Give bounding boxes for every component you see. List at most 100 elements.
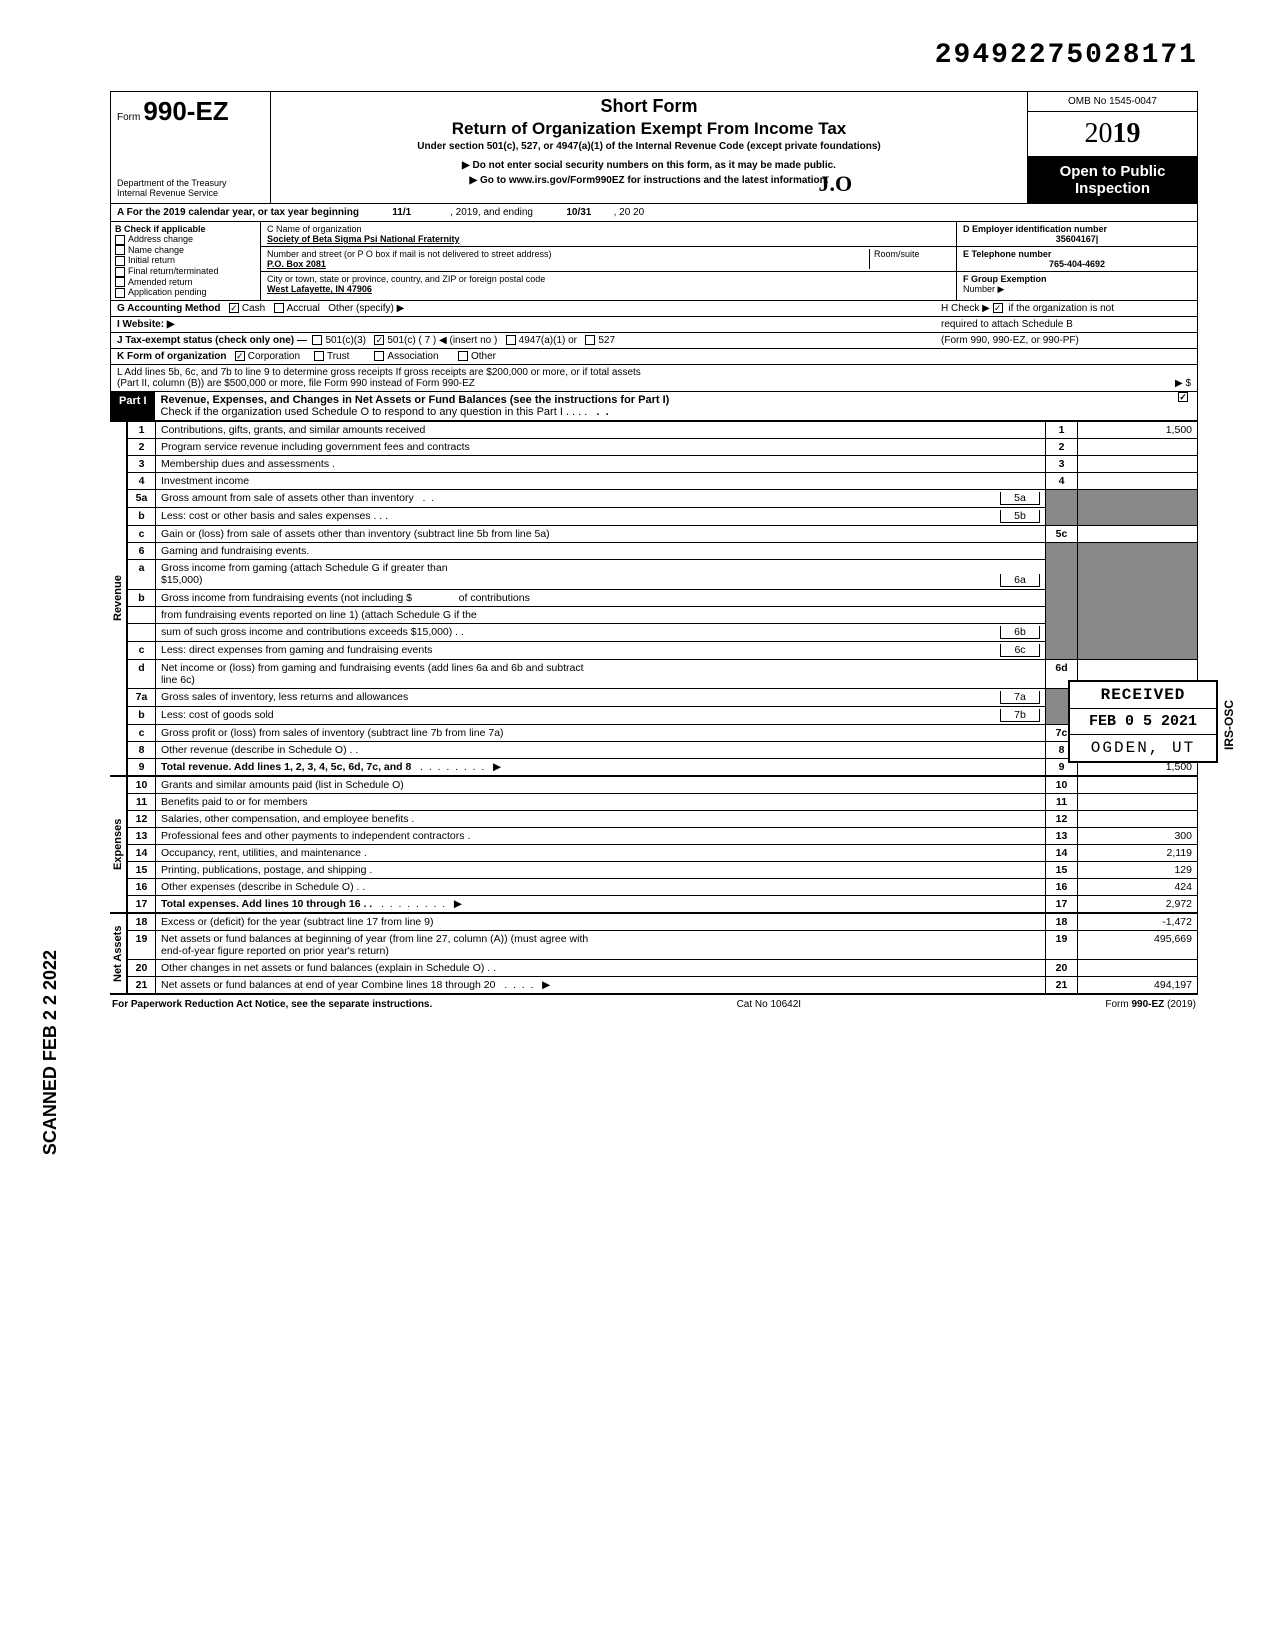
d-label: D Employer identification number bbox=[963, 224, 1191, 234]
row-i: I Website: ▶ required to attach Schedule… bbox=[110, 316, 1198, 332]
line13-val: 300 bbox=[1078, 827, 1198, 844]
part1-title: Revenue, Expenses, and Changes in Net As… bbox=[161, 394, 670, 406]
line6d-desc1: Net income or (loss) from gaming and fun… bbox=[161, 662, 584, 674]
line19-desc1: Net assets or fund balances at beginning… bbox=[161, 933, 588, 945]
h-text2: if the organization is not bbox=[1008, 303, 1114, 314]
line4-desc: Investment income bbox=[156, 472, 1046, 489]
expenses-table: 10Grants and similar amounts paid (list … bbox=[127, 776, 1198, 913]
lbl-other-method: Other (specify) ▶ bbox=[328, 303, 404, 314]
h-text3: required to attach Schedule B bbox=[941, 319, 1191, 330]
return-title: Return of Organization Exempt From Incom… bbox=[279, 119, 1019, 139]
line10-desc: Grants and similar amounts paid (list in… bbox=[156, 776, 1046, 793]
block-bcdef: B Check if applicable Address change Nam… bbox=[110, 221, 1198, 300]
chk-h[interactable] bbox=[993, 303, 1003, 313]
line16-val: 424 bbox=[1078, 878, 1198, 895]
org-name: Society of Beta Sigma Psi National Frate… bbox=[267, 234, 950, 244]
line10-val bbox=[1078, 776, 1198, 793]
line6b-desc1: Gross income from fundraising events (no… bbox=[161, 592, 412, 604]
line5b-desc: Less: cost or other basis and sales expe… bbox=[161, 510, 388, 522]
f-label2: Number ▶ bbox=[963, 284, 1191, 295]
line11-desc: Benefits paid to or for members bbox=[156, 793, 1046, 810]
received-date: FEB 0 5 2021 bbox=[1070, 709, 1216, 735]
row-k: K Form of organization Corporation Trust… bbox=[110, 348, 1198, 365]
line7c-desc: Gross profit or (loss) from sales of inv… bbox=[156, 724, 1046, 741]
j-label: J Tax-exempt status (check only one) — bbox=[117, 335, 307, 346]
form-prefix: Form bbox=[117, 112, 140, 123]
row-a: A For the 2019 calendar year, or tax yea… bbox=[110, 203, 1198, 221]
chk-schedule-o[interactable] bbox=[1178, 392, 1188, 402]
lbl-corp: Corporation bbox=[248, 351, 300, 362]
chk-address-change[interactable] bbox=[115, 235, 125, 245]
line3-desc: Membership dues and assessments . bbox=[156, 455, 1046, 472]
line7a-desc: Gross sales of inventory, less returns a… bbox=[161, 691, 408, 703]
line17-val: 2,972 bbox=[1078, 895, 1198, 912]
line6c-desc: Less: direct expenses from gaming and fu… bbox=[161, 644, 432, 656]
city-value: West Lafayette, IN 47906 bbox=[267, 284, 950, 294]
lbl-cash: Cash bbox=[242, 303, 265, 314]
l-arrow: ▶ $ bbox=[1175, 378, 1191, 389]
received-title: RECEIVED bbox=[1070, 682, 1216, 709]
line19-val: 495,669 bbox=[1078, 930, 1198, 959]
row-l: L Add lines 5b, 6c, and 7b to line 9 to … bbox=[110, 365, 1198, 391]
chk-assoc[interactable] bbox=[374, 351, 384, 361]
line14-desc: Occupancy, rent, utilities, and maintena… bbox=[156, 844, 1046, 861]
footer-center: Cat No 10642I bbox=[737, 999, 802, 1010]
line5a-desc: Gross amount from sale of assets other t… bbox=[161, 492, 414, 504]
l-line1: L Add lines 5b, 6c, and 7b to line 9 to … bbox=[117, 367, 1191, 378]
chk-cash[interactable] bbox=[229, 303, 239, 313]
row-g: G Accounting Method Cash Accrual Other (… bbox=[110, 300, 1198, 316]
line15-val: 129 bbox=[1078, 861, 1198, 878]
line3-val bbox=[1078, 455, 1198, 472]
line5c-desc: Gain or (loss) from sale of assets other… bbox=[156, 525, 1046, 542]
room-suite-label: Room/suite bbox=[870, 249, 950, 269]
chk-amended[interactable] bbox=[115, 277, 125, 287]
line6-desc: Gaming and fundraising events. bbox=[156, 542, 1046, 559]
footer: For Paperwork Reduction Act Notice, see … bbox=[110, 994, 1198, 1014]
chk-app-pending[interactable] bbox=[115, 288, 125, 298]
line6d-desc2: line 6c) bbox=[161, 674, 195, 686]
chk-initial-return[interactable] bbox=[115, 256, 125, 266]
row-a-mid: , 2019, and ending bbox=[450, 207, 533, 218]
open-public-1: Open to Public bbox=[1032, 163, 1193, 180]
line2-desc: Program service revenue including govern… bbox=[156, 438, 1046, 455]
row-j: J Tax-exempt status (check only one) — 5… bbox=[110, 332, 1198, 348]
i-label: I Website: ▶ bbox=[117, 319, 175, 330]
chk-corp[interactable] bbox=[235, 351, 245, 361]
chk-501c3[interactable] bbox=[312, 335, 322, 345]
line6a-desc2: $15,000) bbox=[161, 574, 202, 586]
chk-4947[interactable] bbox=[506, 335, 516, 345]
open-public-2: Inspection bbox=[1032, 180, 1193, 197]
lbl-501c: 501(c) ( 7 ) ◀ (insert no ) bbox=[387, 335, 497, 346]
line20-desc: Other changes in net assets or fund bala… bbox=[156, 959, 1046, 976]
chk-trust[interactable] bbox=[314, 351, 324, 361]
tax-year: 2019 bbox=[1085, 118, 1141, 149]
lbl-amended: Amended return bbox=[128, 277, 193, 287]
expenses-vlabel: Expenses bbox=[110, 776, 127, 913]
footer-right: Form 990-EZ (2019) bbox=[1105, 999, 1196, 1010]
chk-other-org[interactable] bbox=[458, 351, 468, 361]
line6a-desc1: Gross income from gaming (attach Schedul… bbox=[161, 562, 448, 574]
line2-val bbox=[1078, 438, 1198, 455]
line19-desc2: end-of-year figure reported on prior yea… bbox=[161, 945, 389, 957]
lbl-other-org: Other bbox=[471, 351, 496, 362]
b-header: B Check if applicable bbox=[115, 224, 256, 234]
line15-desc: Printing, publications, postage, and shi… bbox=[156, 861, 1046, 878]
chk-name-change[interactable] bbox=[115, 245, 125, 255]
chk-527[interactable] bbox=[585, 335, 595, 345]
h-text4: (Form 990, 990-EZ, or 990-PF) bbox=[941, 335, 1191, 346]
lbl-527: 527 bbox=[598, 335, 615, 346]
lbl-accrual: Accrual bbox=[287, 303, 320, 314]
line8-desc: Other revenue (describe in Schedule O) .… bbox=[156, 741, 1046, 758]
chk-final-return[interactable] bbox=[115, 267, 125, 277]
line12-desc: Salaries, other compensation, and employ… bbox=[156, 810, 1046, 827]
lbl-address-change: Address change bbox=[128, 234, 193, 244]
tax-year-begin: 11/1 bbox=[392, 207, 411, 218]
line1-desc: Contributions, gifts, grants, and simila… bbox=[156, 421, 1046, 438]
chk-accrual[interactable] bbox=[274, 303, 284, 313]
line12-val bbox=[1078, 810, 1198, 827]
goto-link: ▶ Go to www.irs.gov/Form990EZ for instru… bbox=[469, 175, 828, 186]
chk-501c[interactable] bbox=[374, 335, 384, 345]
lbl-app-pending: Application pending bbox=[128, 287, 207, 297]
row-a-tail: , 20 20 bbox=[614, 207, 645, 218]
netassets-vlabel: Net Assets bbox=[110, 913, 127, 994]
